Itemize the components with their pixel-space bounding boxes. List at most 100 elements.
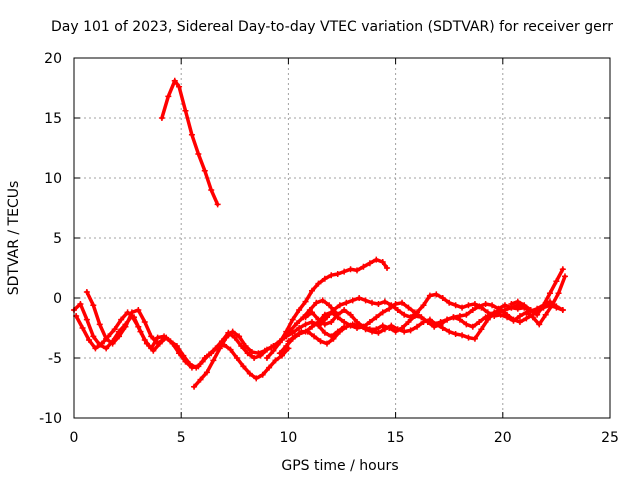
data-point bbox=[555, 290, 562, 297]
data-point bbox=[375, 329, 382, 336]
data-point bbox=[426, 292, 433, 299]
data-point bbox=[154, 340, 161, 347]
data-point bbox=[452, 302, 459, 309]
data-point bbox=[465, 334, 472, 341]
data-point bbox=[233, 355, 240, 361]
data-point bbox=[321, 275, 328, 282]
data-point bbox=[414, 309, 421, 316]
data-point bbox=[90, 333, 97, 340]
data-point bbox=[471, 335, 478, 342]
data-point bbox=[534, 311, 541, 318]
data-point bbox=[311, 333, 318, 340]
data-point bbox=[373, 314, 380, 321]
data-point bbox=[298, 328, 305, 335]
data-point bbox=[135, 307, 142, 313]
data-point bbox=[521, 302, 528, 309]
data-point bbox=[242, 343, 249, 349]
data-point bbox=[343, 299, 350, 306]
data-point bbox=[379, 259, 386, 265]
data-point bbox=[210, 357, 217, 364]
data-point bbox=[330, 335, 337, 342]
data-point bbox=[478, 304, 485, 311]
data-point bbox=[216, 345, 223, 352]
data-series bbox=[71, 77, 568, 390]
data-point bbox=[418, 314, 425, 321]
data-point bbox=[302, 314, 309, 321]
data-point bbox=[437, 321, 444, 328]
data-point bbox=[478, 326, 485, 333]
data-point bbox=[308, 287, 315, 294]
data-point bbox=[188, 364, 195, 371]
data-point bbox=[98, 340, 105, 347]
data-point bbox=[456, 316, 463, 323]
data-point bbox=[195, 151, 202, 157]
data-point bbox=[354, 319, 361, 325]
data-point bbox=[484, 309, 491, 316]
data-point bbox=[308, 309, 315, 316]
data-point bbox=[561, 273, 568, 280]
data-point bbox=[471, 301, 478, 307]
data-point bbox=[459, 332, 466, 339]
data-point bbox=[328, 272, 335, 279]
data-point bbox=[439, 325, 446, 331]
data-point bbox=[285, 338, 292, 345]
data-point bbox=[323, 314, 330, 321]
data-point bbox=[405, 304, 412, 311]
data-point bbox=[296, 325, 303, 331]
x-tick-label: 20 bbox=[494, 430, 512, 446]
data-point bbox=[540, 302, 547, 309]
data-point bbox=[319, 297, 326, 304]
data-point bbox=[276, 339, 283, 346]
data-point bbox=[349, 321, 356, 328]
data-point bbox=[366, 319, 373, 325]
data-point bbox=[240, 363, 247, 370]
y-axis-label: SDTVAR / TECUs bbox=[6, 181, 22, 296]
data-point bbox=[236, 333, 243, 340]
data-point bbox=[549, 302, 556, 309]
data-point bbox=[227, 346, 234, 353]
data-point bbox=[208, 350, 215, 357]
data-point bbox=[90, 302, 97, 309]
data-point bbox=[291, 333, 298, 340]
data-point bbox=[77, 301, 84, 307]
data-point bbox=[128, 309, 135, 316]
data-point bbox=[366, 260, 373, 267]
data-point bbox=[214, 201, 221, 208]
data-point bbox=[399, 299, 406, 306]
data-point bbox=[529, 314, 536, 321]
x-tick-label: 15 bbox=[387, 430, 405, 446]
data-point bbox=[341, 319, 348, 325]
data-point bbox=[504, 314, 511, 321]
data-point bbox=[392, 301, 399, 307]
data-point bbox=[542, 311, 549, 318]
data-point bbox=[450, 314, 457, 321]
data-point bbox=[154, 334, 161, 341]
data-point bbox=[315, 280, 322, 287]
data-point bbox=[201, 355, 208, 361]
grid-lines bbox=[74, 58, 610, 418]
data-point bbox=[315, 316, 322, 323]
data-point bbox=[141, 319, 148, 325]
data-point bbox=[143, 340, 150, 347]
data-point bbox=[546, 290, 553, 297]
data-point bbox=[283, 328, 290, 335]
data-point bbox=[516, 313, 523, 319]
data-point bbox=[304, 328, 311, 335]
data-point bbox=[465, 302, 472, 309]
data-point bbox=[118, 316, 125, 323]
data-point bbox=[388, 322, 395, 329]
data-point bbox=[302, 321, 309, 328]
data-point bbox=[553, 278, 560, 285]
chart-title: Day 101 of 2023, Sidereal Day-to-day VTE… bbox=[51, 19, 613, 35]
data-point bbox=[469, 323, 476, 330]
data-point bbox=[369, 299, 376, 306]
data-point bbox=[253, 375, 260, 382]
data-point bbox=[96, 321, 103, 328]
data-point bbox=[381, 326, 388, 333]
data-point bbox=[161, 335, 168, 342]
series-track-e bbox=[263, 256, 391, 361]
data-point bbox=[336, 328, 343, 335]
data-point bbox=[469, 307, 476, 313]
data-point bbox=[559, 266, 566, 273]
